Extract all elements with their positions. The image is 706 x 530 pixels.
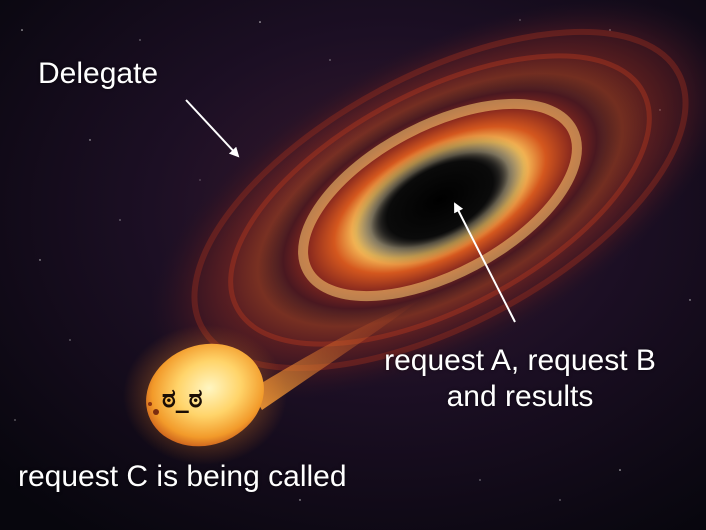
request-c-label: request C is being called [18, 460, 347, 493]
requests-arrow [454, 202, 516, 323]
delegate-label: Delegate [38, 57, 159, 90]
delegate-arrow [185, 99, 240, 158]
requests-label-line2: and results [446, 380, 594, 413]
disapproval-face: ಠ_ಠ [162, 384, 203, 414]
requests-label-line1: request A, request B [384, 344, 656, 377]
requests-label: request A, request B and results [352, 343, 688, 415]
